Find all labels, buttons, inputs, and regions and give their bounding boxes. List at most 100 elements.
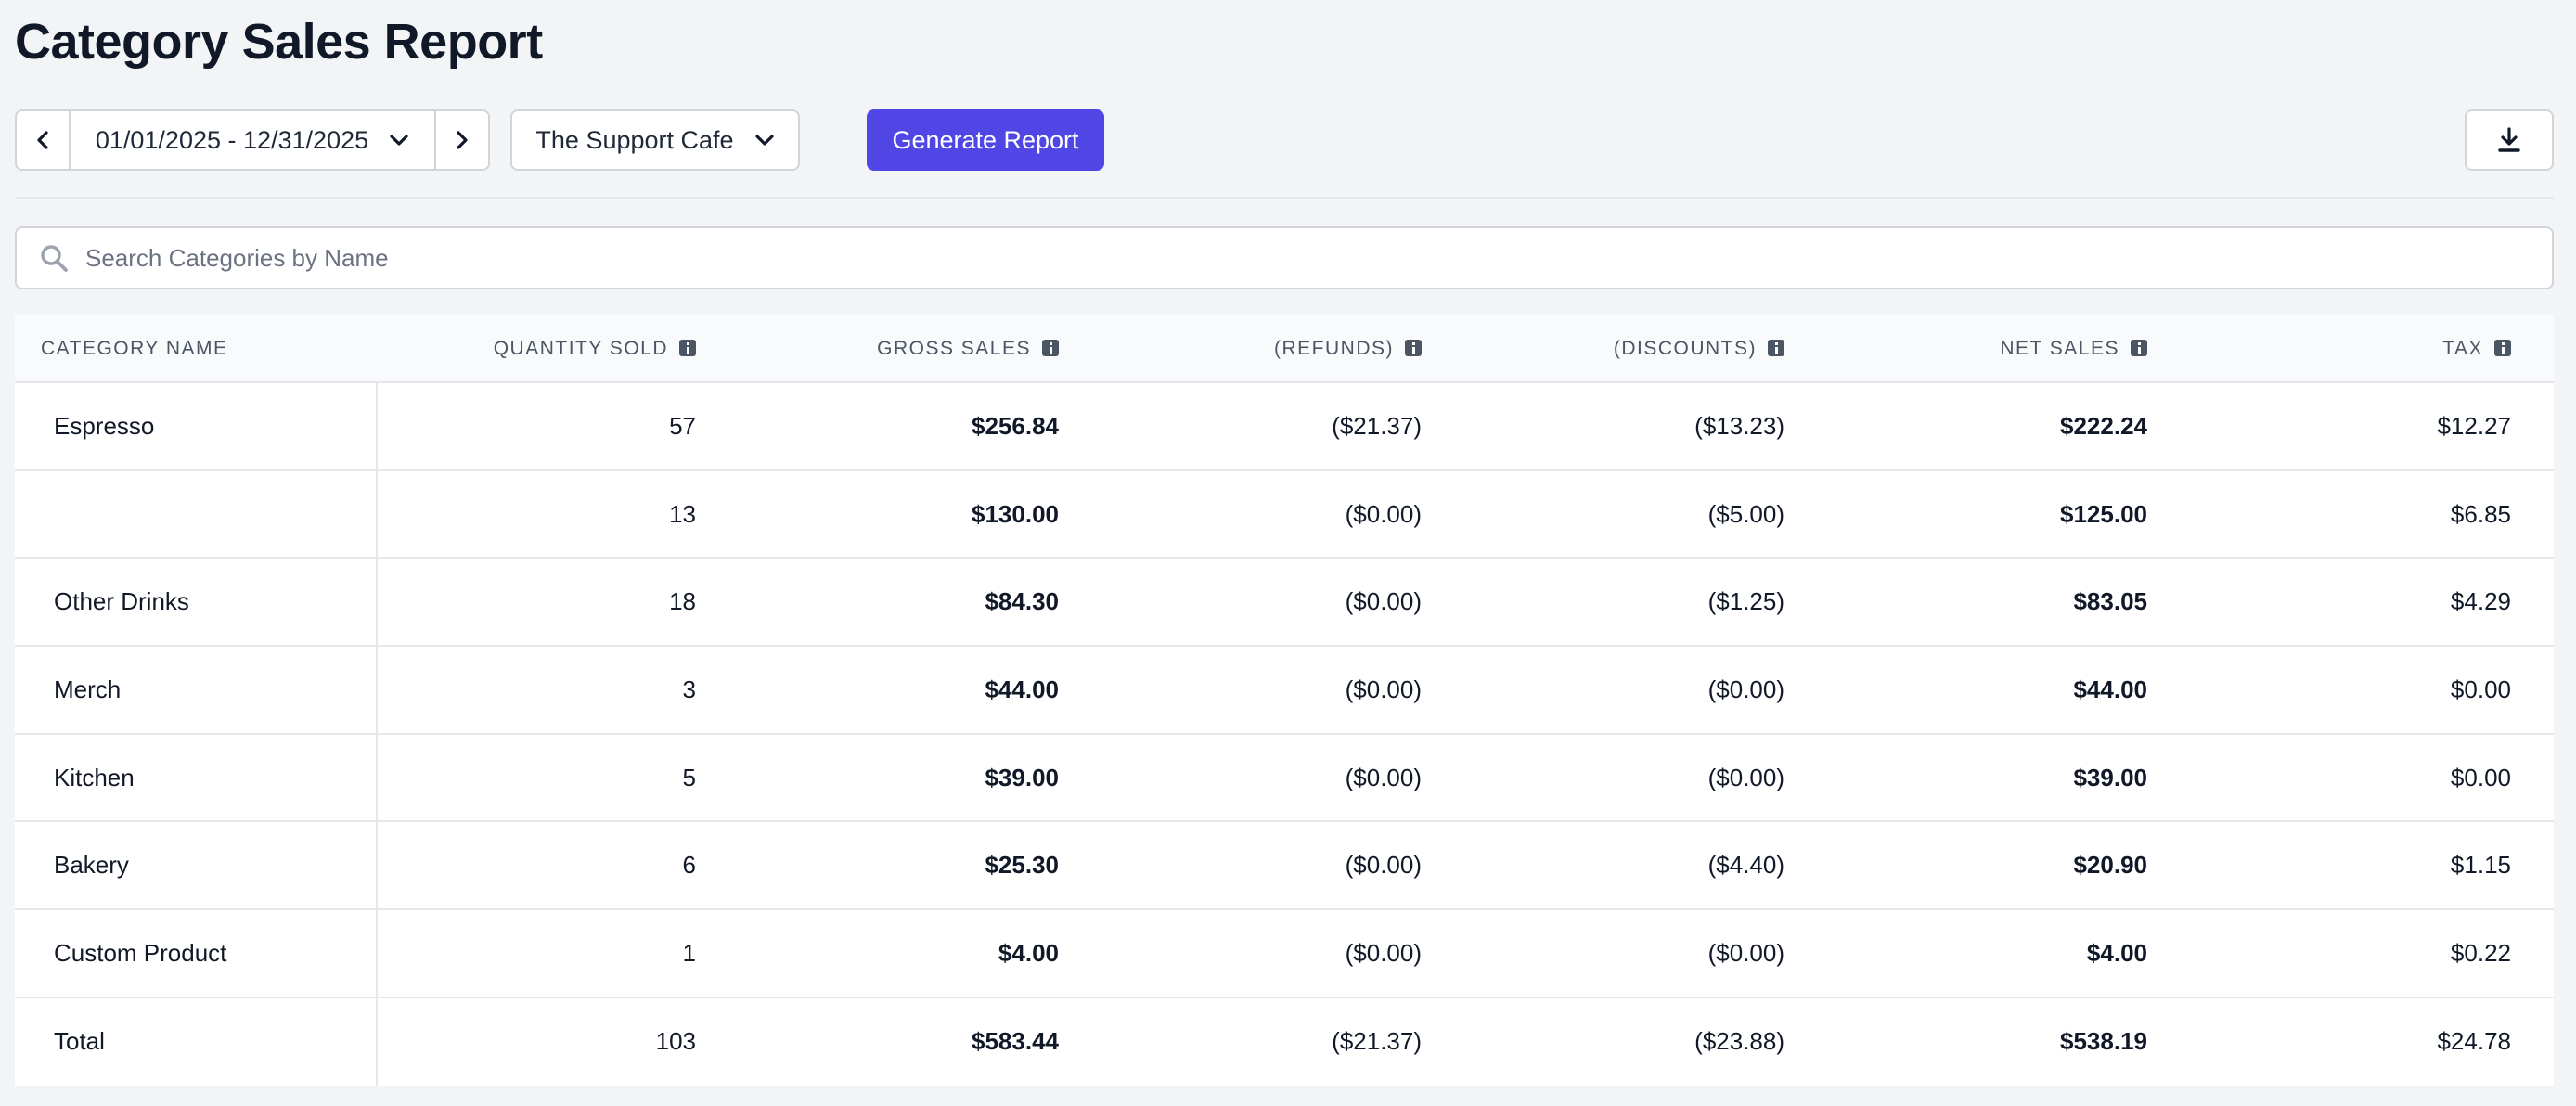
next-period-button[interactable]	[434, 111, 488, 169]
category-name: Bakery	[15, 821, 378, 911]
column-header-net-sales[interactable]: NET SALES	[1827, 315, 2190, 383]
column-header-refunds[interactable]: (REFUNDS)	[1101, 315, 1464, 383]
discounts: ($0.00)	[1464, 909, 1827, 998]
chevron-right-icon	[457, 131, 468, 149]
net-sales: $44.00	[1827, 646, 2190, 735]
quantity-sold: 13	[377, 469, 739, 559]
category-name: Kitchen	[15, 733, 378, 823]
chevron-down-icon	[390, 135, 408, 146]
discounts: ($0.00)	[1464, 733, 1827, 823]
quantity-sold: 18	[377, 558, 739, 648]
category-name: Other Drinks	[15, 558, 378, 648]
category-sales-table: CATEGORY NAME QUANTITY SOLD GROSS SALES …	[15, 315, 2554, 1086]
search-bar	[15, 226, 2554, 289]
gross-sales: $130.00	[739, 469, 1101, 559]
tax: $4.29	[2190, 558, 2554, 648]
column-header-gross-sales[interactable]: GROSS SALES	[739, 315, 1101, 383]
table-row[interactable]: Kitchen 5 $39.00 ($0.00) ($0.00) $39.00 …	[15, 733, 2554, 823]
table-header-row: CATEGORY NAME QUANTITY SOLD GROSS SALES …	[15, 315, 2554, 383]
category-name	[15, 469, 378, 559]
refunds: ($0.00)	[1101, 646, 1464, 735]
generate-report-button[interactable]: Generate Report	[867, 109, 1104, 171]
gross-sales: $84.30	[739, 558, 1101, 648]
net-sales: $20.90	[1827, 821, 2190, 911]
quantity-sold: 3	[377, 646, 739, 735]
table-row[interactable]: Merch 3 $44.00 ($0.00) ($0.00) $44.00 $0…	[15, 646, 2554, 735]
gross-sales: $39.00	[739, 733, 1101, 823]
date-range-dropdown[interactable]: 01/01/2025 - 12/31/2025	[71, 111, 434, 169]
previous-period-button[interactable]	[17, 111, 71, 169]
info-icon[interactable]	[1042, 339, 1059, 356]
tax: $0.00	[2190, 733, 2554, 823]
gross-sales: $256.84	[739, 382, 1101, 471]
discounts: ($13.23)	[1464, 382, 1827, 471]
total-quantity: 103	[655, 1027, 696, 1056]
refunds: ($0.00)	[1101, 821, 1464, 911]
refunds: ($0.00)	[1101, 558, 1464, 648]
info-icon[interactable]	[1768, 339, 1784, 356]
page-title: Category Sales Report	[15, 14, 543, 70]
net-sales: $4.00	[1827, 909, 2190, 998]
total-discounts: ($23.88)	[1694, 1027, 1784, 1056]
tax: $0.22	[2190, 909, 2554, 998]
table-row[interactable]: Espresso 57 $256.84 ($21.37) ($13.23) $2…	[15, 382, 2554, 471]
tax: $6.85	[2190, 469, 2554, 559]
discounts: ($1.25)	[1464, 558, 1827, 648]
net-sales: $83.05	[1827, 558, 2190, 648]
download-button[interactable]	[2465, 109, 2554, 171]
quantity-sold: 57	[377, 382, 739, 471]
category-name: Espresso	[15, 382, 378, 471]
info-icon[interactable]	[1405, 339, 1422, 356]
search-input[interactable]	[71, 228, 2552, 288]
category-name: Custom Product	[15, 909, 378, 998]
date-range-picker: 01/01/2025 - 12/31/2025	[15, 109, 490, 171]
total-row: Total 103 $583.44 ($21.37) ($23.88) $538…	[15, 997, 2554, 1086]
total-net-sales: $538.19	[2060, 1027, 2147, 1056]
quantity-sold: 6	[377, 821, 739, 911]
search-icon	[39, 242, 71, 274]
column-header-category[interactable]: CATEGORY NAME	[15, 315, 377, 383]
tax: $1.15	[2190, 821, 2554, 911]
discounts: ($5.00)	[1464, 469, 1827, 559]
discounts: ($0.00)	[1464, 646, 1827, 735]
divider	[15, 197, 2554, 199]
gross-sales: $25.30	[739, 821, 1101, 911]
category-name: Merch	[15, 646, 378, 735]
location-label: The Support Cafe	[535, 125, 734, 154]
total-label: Total	[15, 997, 378, 1086]
total-refunds: ($21.37)	[1332, 1027, 1422, 1056]
info-icon[interactable]	[679, 339, 696, 356]
tax: $0.00	[2190, 646, 2554, 735]
tax: $12.27	[2190, 382, 2554, 471]
refunds: ($0.00)	[1101, 469, 1464, 559]
refunds: ($0.00)	[1101, 733, 1464, 823]
column-header-tax[interactable]: TAX	[2190, 315, 2554, 383]
chevron-left-icon	[37, 131, 48, 149]
location-dropdown[interactable]: The Support Cafe	[510, 109, 800, 171]
download-icon	[2498, 127, 2520, 152]
info-icon[interactable]	[2131, 339, 2147, 356]
net-sales: $39.00	[1827, 733, 2190, 823]
column-header-discounts[interactable]: (DISCOUNTS)	[1464, 315, 1827, 383]
gross-sales: $44.00	[739, 646, 1101, 735]
chevron-down-icon	[754, 135, 774, 146]
quantity-sold: 5	[377, 733, 739, 823]
net-sales: $222.24	[1827, 382, 2190, 471]
discounts: ($4.40)	[1464, 821, 1827, 911]
total-gross-sales: $583.44	[972, 1027, 1059, 1056]
table-row[interactable]: 13 $130.00 ($0.00) ($5.00) $125.00 $6.85	[15, 469, 2554, 559]
gross-sales: $4.00	[739, 909, 1101, 998]
total-tax: $24.78	[2437, 1027, 2511, 1056]
info-icon[interactable]	[2494, 339, 2511, 356]
column-header-quantity[interactable]: QUANTITY SOLD	[377, 315, 739, 383]
date-range-label: 01/01/2025 - 12/31/2025	[95, 125, 369, 154]
net-sales: $125.00	[1827, 469, 2190, 559]
quantity-sold: 1	[377, 909, 739, 998]
table-row[interactable]: Bakery 6 $25.30 ($0.00) ($4.40) $20.90 $…	[15, 821, 2554, 911]
refunds: ($21.37)	[1101, 382, 1464, 471]
table-row[interactable]: Other Drinks 18 $84.30 ($0.00) ($1.25) $…	[15, 558, 2554, 648]
table-row[interactable]: Custom Product 1 $4.00 ($0.00) ($0.00) $…	[15, 909, 2554, 998]
refunds: ($0.00)	[1101, 909, 1464, 998]
toolbar: 01/01/2025 - 12/31/2025 The Support Cafe…	[15, 109, 2554, 171]
